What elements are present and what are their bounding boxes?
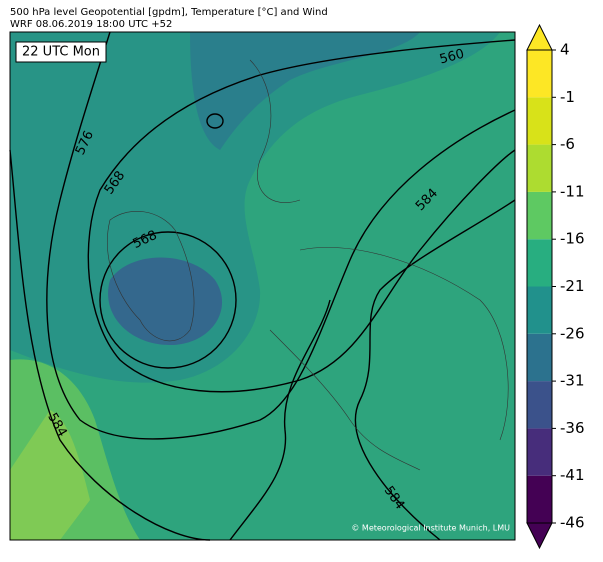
map-frame <box>9 31 516 541</box>
contour-label: 560 <box>438 47 466 68</box>
colorbar-band <box>527 333 552 382</box>
time-box <box>15 41 107 63</box>
contours <box>9 31 516 541</box>
colorbar-tick-label: -11 <box>560 182 585 200</box>
colorbar-band <box>527 428 552 476</box>
colorbar-band <box>527 286 552 334</box>
colorbar-band <box>527 144 552 192</box>
colorbar-band <box>527 191 552 240</box>
map: 22 UTC Mon 560 576 568 568 584 584 584 ©… <box>9 31 516 541</box>
colorbar-tick-label: -21 <box>560 277 585 295</box>
warm-core <box>10 410 90 540</box>
time-label: 22 UTC Mon <box>22 45 100 60</box>
colorbar-band <box>527 475 552 523</box>
colorbar-tick-label: -1 <box>560 88 575 106</box>
colorbar-band <box>527 97 552 145</box>
colorbar-tick-label: 4 <box>560 41 570 59</box>
credit: © Meteorological Institute Munich, LMU <box>351 524 510 533</box>
subtitle: WRF 08.06.2019 18:00 UTC +52 <box>10 19 172 30</box>
colorbar-tick-label: -26 <box>560 324 585 342</box>
colorbar: 4 -1 -6 -11 -16 -21 -26 -31 -36 -41 -46 <box>526 23 585 550</box>
colorbar-band <box>527 239 552 287</box>
colorbar-tick-label: -41 <box>560 466 585 484</box>
cold-core <box>108 257 223 345</box>
colorbar-tick-label: -46 <box>560 514 585 532</box>
colorbar-tick-label: -36 <box>560 419 585 437</box>
colorbar-extend-high <box>526 23 553 51</box>
colorbar-tick-label: -16 <box>560 230 585 248</box>
colorbar-tick-label: -6 <box>560 135 575 153</box>
cold-core-north <box>190 32 420 150</box>
colorbar-extend-low <box>526 522 553 550</box>
colorbar-tick-label: -31 <box>560 372 585 390</box>
colorbar-band <box>527 381 552 429</box>
colorbar-band <box>527 50 552 98</box>
coastlines <box>107 59 509 471</box>
title: 500 hPa level Geopotential [gpdm], Tempe… <box>10 7 328 18</box>
